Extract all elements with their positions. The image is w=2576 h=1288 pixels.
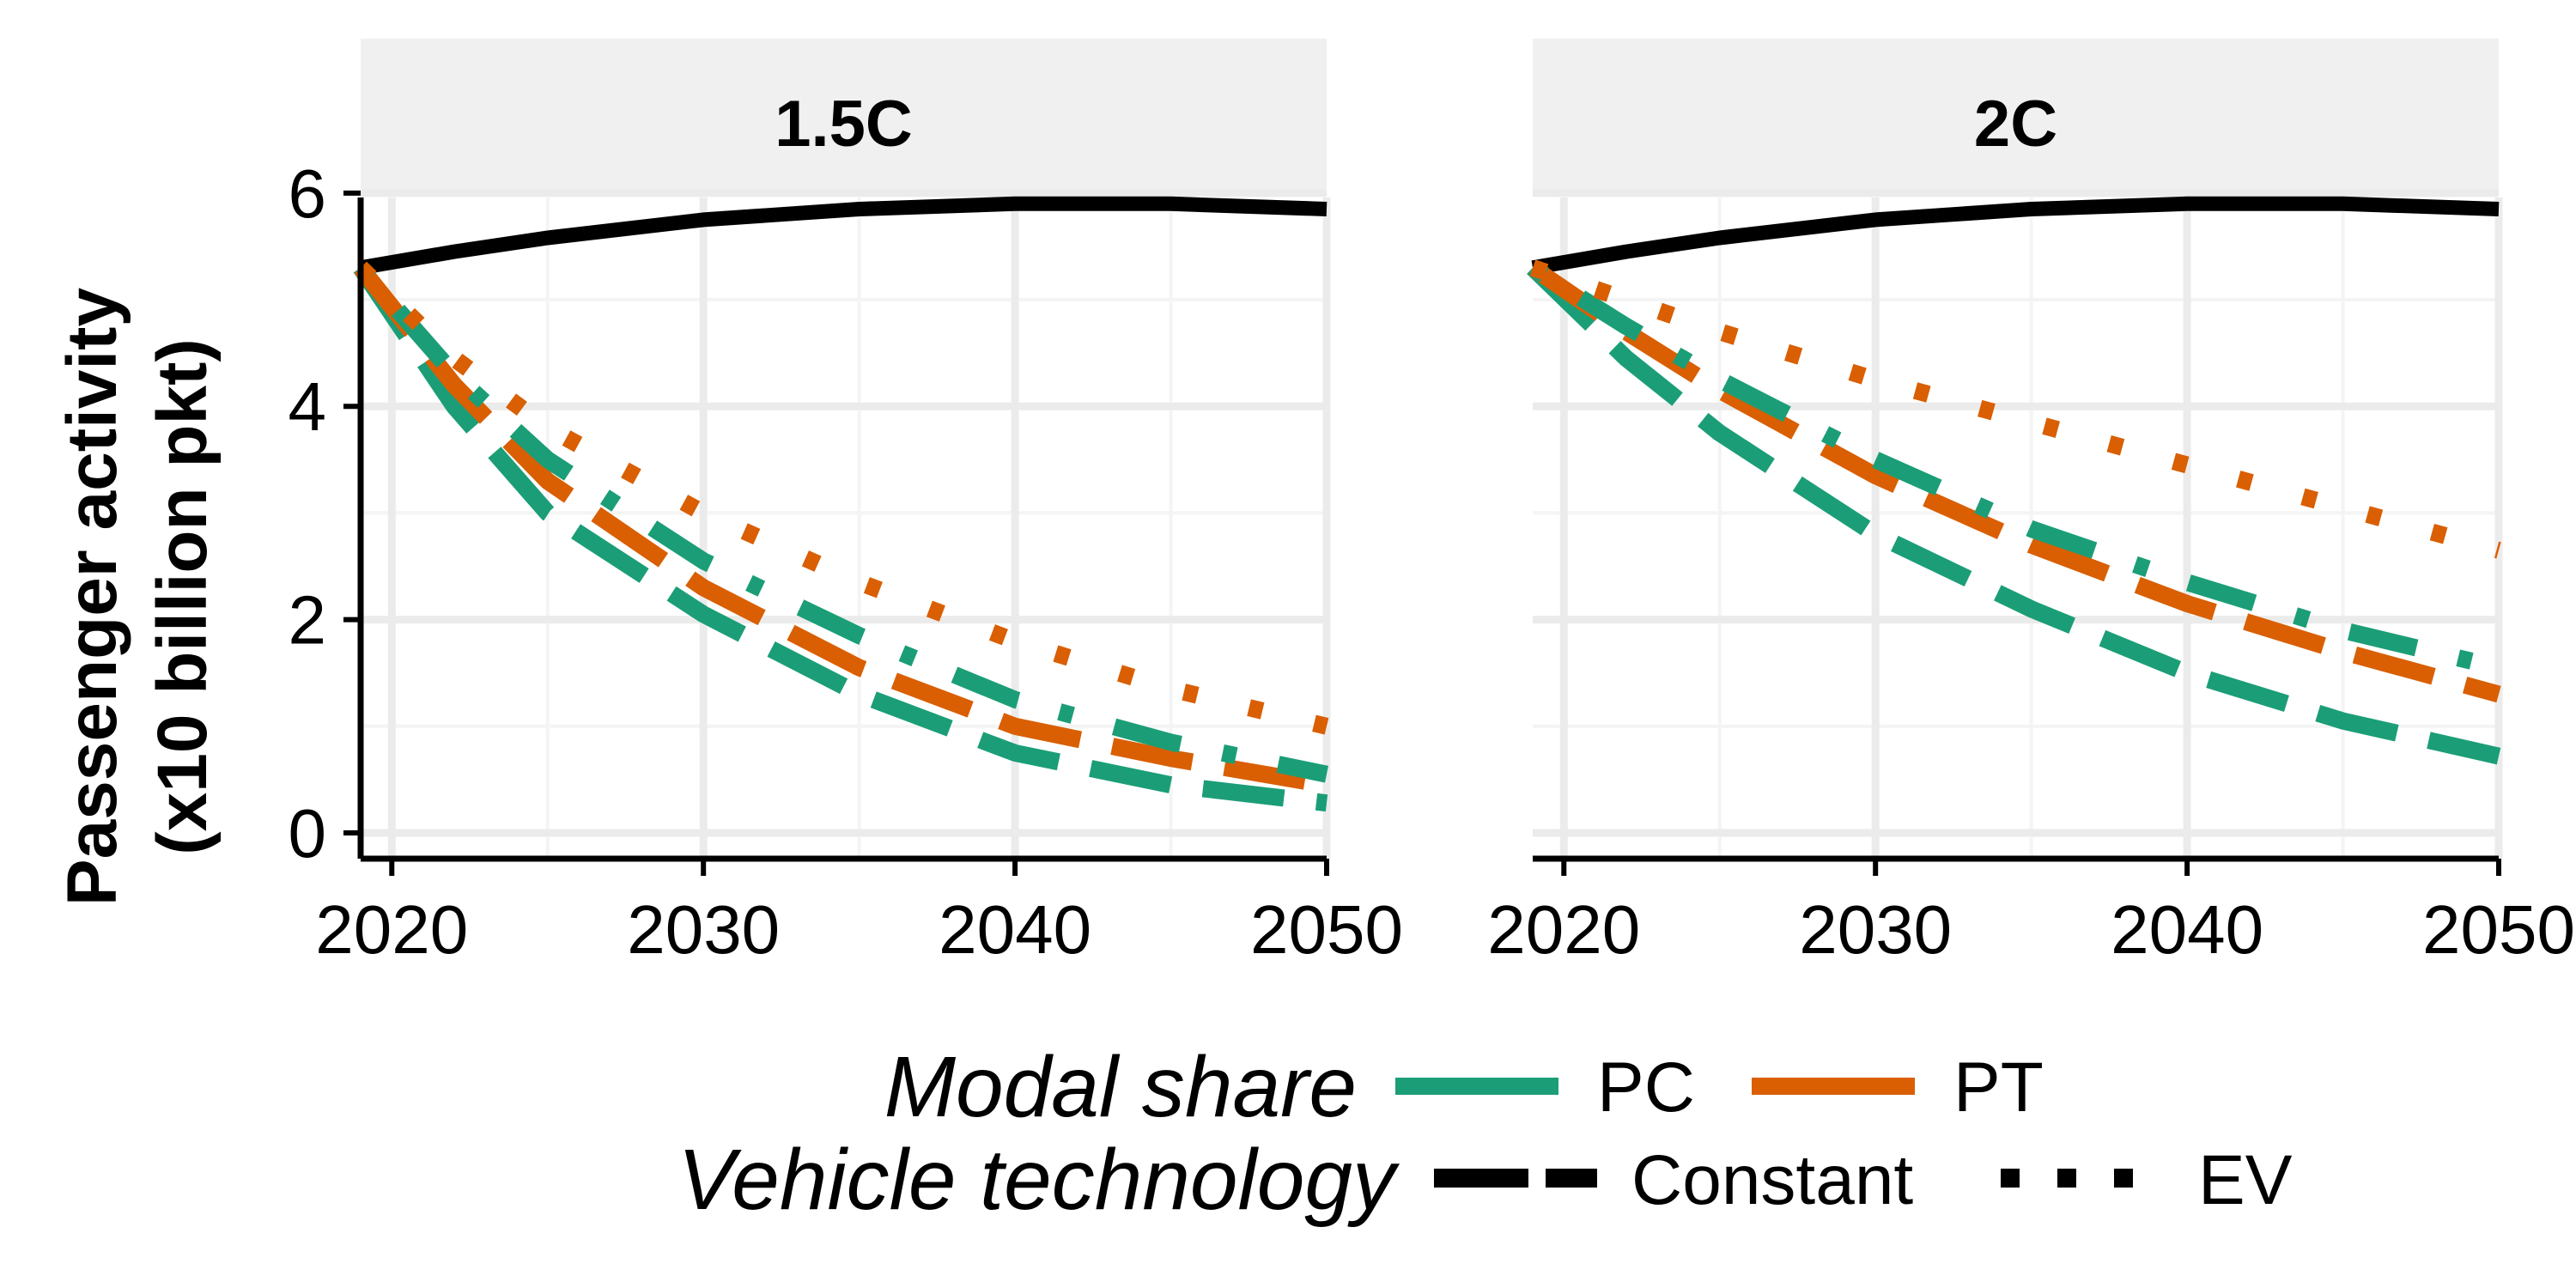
- legend-label-ev: EV: [2198, 1141, 2293, 1219]
- legend-label-constant: Constant: [1631, 1141, 1913, 1219]
- y-tick-label: 0: [289, 795, 327, 872]
- y-tick-label: 4: [289, 368, 327, 445]
- legend-title-vehicle-technology: Vehicle technology: [677, 1132, 1400, 1228]
- legend-title-modal-share: Modal share: [884, 1039, 1357, 1135]
- series-line-pc-constant: [1527, 261, 2501, 765]
- series-line-pc-constant: [353, 263, 1328, 812]
- legend-label-pt: PT: [1953, 1048, 2044, 1127]
- series-line-pt-constant: [1528, 260, 2501, 703]
- x-tick-label: 2040: [939, 891, 1091, 968]
- legend: Modal share PC PT Vehicle technology Con…: [677, 1039, 2292, 1228]
- panel-1: 1.5C 2020 2030 2040 2050 0 2 4 6: [289, 39, 1403, 968]
- series-line-pt-constant: [354, 262, 1328, 793]
- y-axis-title-line1: Passenger activity: [53, 288, 131, 907]
- facet-panels: 1.5C 2020 2030 2040 2050 0 2 4 6 2C 2020 2030 2040 20…: [289, 39, 2575, 968]
- series-line-baseline-solid: [1531, 196, 2500, 276]
- x-tick-label: 2020: [315, 891, 468, 968]
- x-tick-label: 2040: [2111, 891, 2263, 968]
- series-line-baseline-solid: [359, 196, 1327, 276]
- panel-2: 2C 2020 2030 2040 2050: [1487, 39, 2575, 968]
- y-axis-title-line2: (x10 billion pkt): [143, 338, 222, 854]
- y-tick-label: 2: [289, 582, 327, 659]
- facet-strip-label: 2C: [1974, 88, 2057, 161]
- x-tick-label: 2050: [2422, 891, 2575, 968]
- series-line-pc-ev: [354, 262, 1329, 783]
- legend-label-pc: PC: [1597, 1048, 1695, 1127]
- x-tick-label: 2050: [1250, 891, 1403, 968]
- x-tick-label: 2020: [1487, 891, 1640, 968]
- panel-background: [1533, 197, 2499, 859]
- y-tick-label: 6: [289, 155, 327, 232]
- facet-strip: [361, 39, 1327, 193]
- x-tick-label: 2030: [627, 891, 780, 968]
- facet-strip: [1533, 39, 2499, 193]
- x-tick-label: 2030: [1799, 891, 1952, 968]
- facet-strip-label: 1.5C: [775, 88, 913, 161]
